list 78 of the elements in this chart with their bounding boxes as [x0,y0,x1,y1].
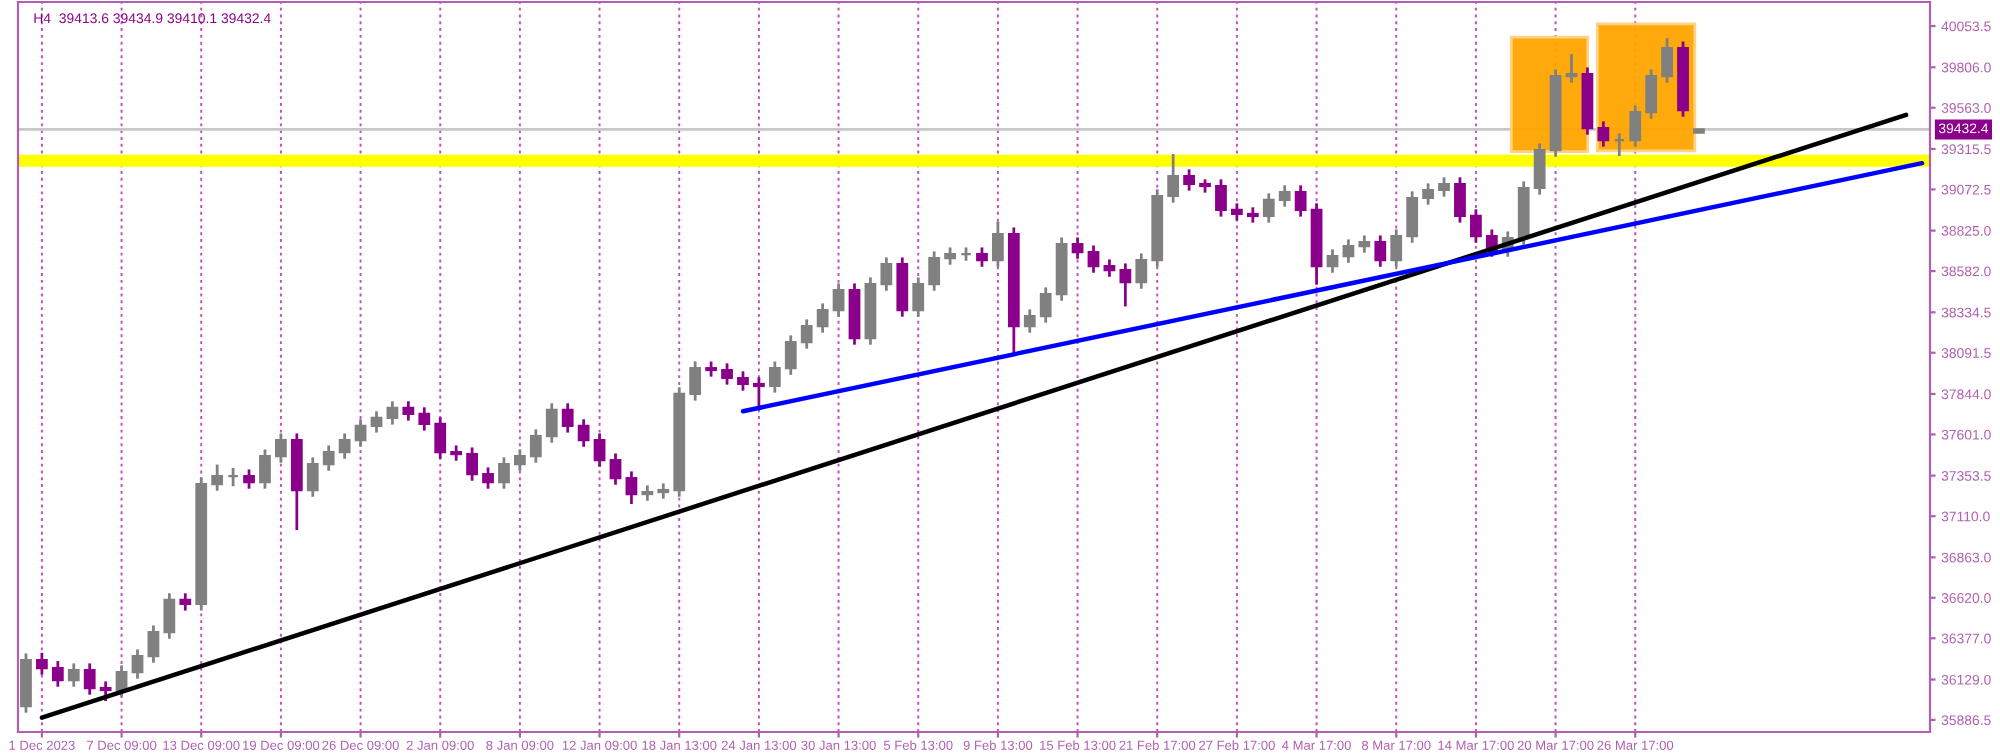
candlestick [816,302,829,335]
candlestick [243,468,255,491]
candlestick [1374,234,1387,269]
candlestick [753,375,765,410]
candlestick [147,624,160,665]
candlestick [1071,236,1084,261]
candlestick [498,456,510,491]
candlestick [577,417,590,449]
candlestick [529,428,542,465]
candlestick [1087,244,1100,275]
candlestick [1454,175,1466,225]
candlestick [832,282,845,319]
candlestick [992,220,1004,269]
candlestick [1215,177,1227,219]
candlestick [466,446,478,483]
candlestick [737,369,749,393]
candlestick [1438,175,1450,199]
candlestick [338,432,351,461]
candlestick [227,466,239,488]
candlestick [561,401,574,434]
candlestick [434,415,447,461]
candlestick [880,256,893,293]
candlestick [1390,228,1403,269]
candlestick [514,448,526,473]
candlestick [306,456,319,499]
candlestick [896,256,909,319]
candlestick [1294,183,1307,219]
candlestick [99,679,112,703]
candlestick [1470,207,1482,245]
candlestick [1533,141,1546,197]
candlestick [370,409,383,434]
candlestick [1119,262,1132,308]
candlestick [1167,152,1180,205]
candlestick [1597,120,1610,149]
candlestick [51,659,64,689]
candlestick [1629,104,1642,149]
candlestick [131,648,144,681]
candlestick [928,250,941,293]
candlestick [1023,308,1036,335]
candlestick [275,432,287,465]
candlestick [1039,286,1052,325]
candlestick [1326,248,1339,275]
candlestick [1661,36,1673,85]
candlestick [1645,68,1658,121]
candlestick [1613,131,1626,158]
candlestick [1565,52,1578,85]
candlestick [259,448,271,491]
candlestick [976,246,988,269]
candlestick [20,652,32,715]
candlestick [386,399,399,426]
candlestick [848,282,861,347]
candlestick [1183,167,1195,193]
candlestick [609,452,622,487]
candlestick [768,360,781,395]
candlestick [1262,191,1275,225]
candlestick [83,662,96,697]
candlestick [163,591,176,641]
candlestick [402,399,415,423]
candlestick [36,651,48,677]
candlestick [1422,181,1434,207]
candlestick [784,333,797,377]
candlestick [912,276,925,319]
candlestick [721,361,733,387]
candlestick [625,470,638,506]
candlestick [67,662,80,689]
candlestick [211,463,224,493]
candlestick [800,317,813,351]
candlestick [545,401,558,445]
candlestick [322,444,335,473]
candlestick [354,417,367,449]
candlestick [1278,183,1291,209]
candlestick [482,466,494,491]
candlestick [418,405,431,432]
candlestick [689,359,702,403]
candlestick [1342,238,1355,265]
candlestick [593,432,606,469]
candlestick [1135,252,1148,291]
candlestick [1406,189,1419,245]
